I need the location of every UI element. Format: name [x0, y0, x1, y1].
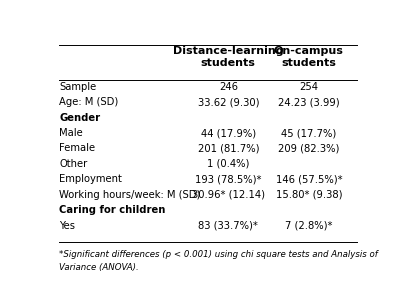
Text: Female: Female	[59, 144, 96, 153]
Text: Age: M (SD): Age: M (SD)	[59, 97, 118, 107]
Text: 193 (78.5%)*: 193 (78.5%)*	[195, 174, 262, 184]
Text: 201 (81.7%): 201 (81.7%)	[198, 144, 259, 153]
Text: 15.80* (9.38): 15.80* (9.38)	[276, 190, 342, 200]
Text: Variance (ANOVA).: Variance (ANOVA).	[59, 263, 139, 273]
Text: 146 (57.5%)*: 146 (57.5%)*	[276, 174, 342, 184]
Text: 44 (17.9%): 44 (17.9%)	[201, 128, 256, 138]
Text: On-campus
students: On-campus students	[274, 46, 344, 68]
Text: 7 (2.8%)*: 7 (2.8%)*	[285, 221, 332, 230]
Text: 254: 254	[299, 82, 318, 92]
Text: Sample: Sample	[59, 82, 96, 92]
Text: Employment: Employment	[59, 174, 122, 184]
Text: Working hours/week: M (SD): Working hours/week: M (SD)	[59, 190, 201, 200]
Text: Caring for children: Caring for children	[59, 205, 166, 215]
Text: Distance-learning
students: Distance-learning students	[173, 46, 284, 68]
Text: Male: Male	[59, 128, 83, 138]
Text: Gender: Gender	[59, 113, 100, 123]
Text: 33.62 (9.30): 33.62 (9.30)	[198, 97, 259, 107]
Text: 45 (17.7%): 45 (17.7%)	[281, 128, 336, 138]
Text: 1 (0.4%): 1 (0.4%)	[207, 159, 250, 169]
Text: 246: 246	[219, 82, 238, 92]
Text: 24.23 (3.99): 24.23 (3.99)	[278, 97, 340, 107]
Text: Yes: Yes	[59, 221, 75, 230]
Text: Other: Other	[59, 159, 88, 169]
Text: 83 (33.7%)*: 83 (33.7%)*	[198, 221, 258, 230]
Text: 209 (82.3%): 209 (82.3%)	[278, 144, 340, 153]
Text: 30.96* (12.14): 30.96* (12.14)	[192, 190, 265, 200]
Text: *Significant differences (p < 0.001) using chi square tests and Analysis of: *Significant differences (p < 0.001) usi…	[59, 250, 378, 259]
